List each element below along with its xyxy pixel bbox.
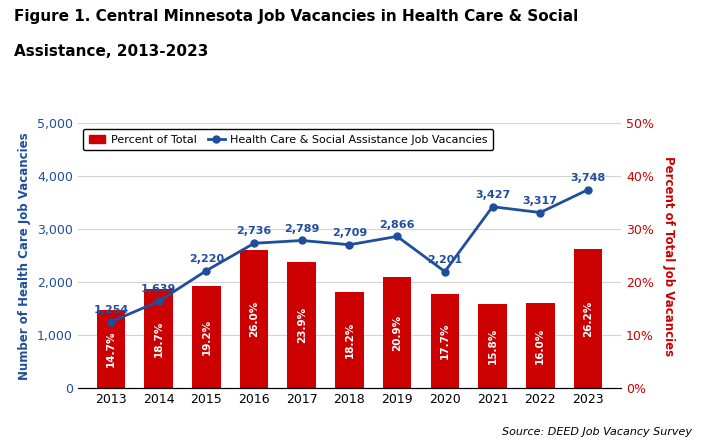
Text: 3,317: 3,317	[522, 196, 558, 206]
Text: 3,748: 3,748	[570, 173, 606, 183]
Y-axis label: Percent of Total Job Vacancies: Percent of Total Job Vacancies	[662, 156, 675, 356]
Text: 2,736: 2,736	[237, 226, 272, 236]
Bar	[97, 310, 126, 388]
Text: 17.7%: 17.7%	[440, 323, 450, 359]
Text: 2,220: 2,220	[189, 254, 224, 264]
Y-axis label: Number of Health Care Job Vacancies: Number of Health Care Job Vacancies	[18, 132, 31, 380]
Text: 26.2%: 26.2%	[583, 301, 593, 337]
Bar	[478, 304, 507, 388]
Text: 3,427: 3,427	[475, 190, 510, 200]
Text: Figure 1. Central Minnesota Job Vacancies in Health Care & Social: Figure 1. Central Minnesota Job Vacancie…	[14, 9, 578, 24]
Bar	[240, 250, 268, 388]
Bar	[287, 262, 316, 388]
Text: 19.2%: 19.2%	[201, 319, 211, 355]
Bar	[573, 250, 602, 388]
Text: 15.8%: 15.8%	[488, 328, 498, 364]
Text: 26.0%: 26.0%	[249, 301, 259, 337]
Text: Source: DEED Job Vacancy Survey: Source: DEED Job Vacancy Survey	[502, 426, 692, 437]
Text: 1,639: 1,639	[141, 284, 176, 295]
Text: 2,866: 2,866	[379, 220, 415, 229]
Bar	[383, 277, 412, 388]
Bar	[335, 292, 364, 388]
Text: 16.0%: 16.0%	[535, 328, 545, 364]
Bar	[431, 295, 459, 388]
Text: 18.7%: 18.7%	[154, 321, 164, 357]
Text: 14.7%: 14.7%	[106, 331, 116, 367]
Text: 2,201: 2,201	[427, 255, 462, 265]
Text: 23.9%: 23.9%	[297, 307, 307, 343]
Text: 2,709: 2,709	[332, 228, 367, 238]
Text: 18.2%: 18.2%	[345, 322, 354, 358]
Text: Assistance, 2013-2023: Assistance, 2013-2023	[14, 44, 208, 59]
Bar	[526, 303, 554, 388]
Text: 2,789: 2,789	[284, 224, 320, 234]
Legend: Percent of Total, Health Care & Social Assistance Job Vacancies: Percent of Total, Health Care & Social A…	[83, 129, 493, 150]
Bar	[145, 289, 173, 388]
Text: 1,254: 1,254	[93, 305, 128, 315]
Bar	[192, 287, 221, 388]
Text: 20.9%: 20.9%	[392, 315, 402, 351]
